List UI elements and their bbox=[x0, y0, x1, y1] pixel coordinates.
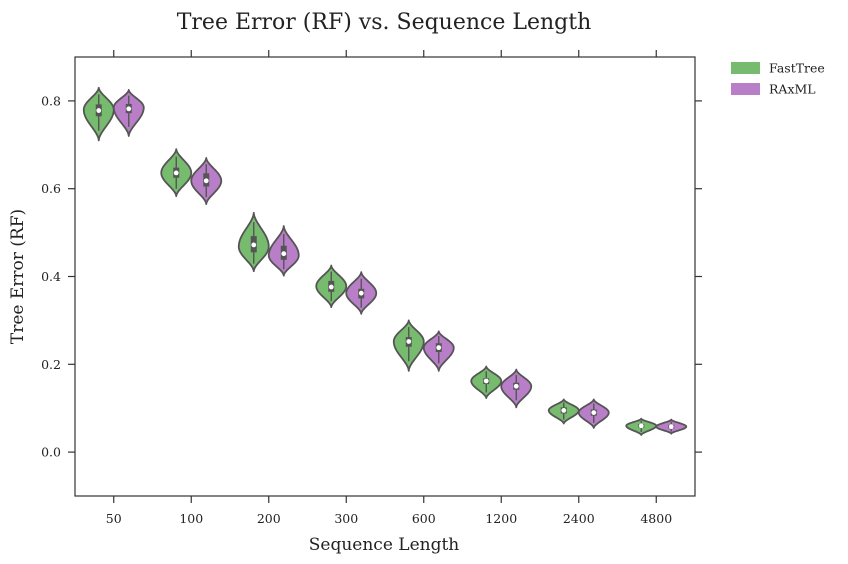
median-point-raxml-200 bbox=[281, 251, 287, 257]
median-point-raxml-100 bbox=[203, 178, 209, 184]
median-point-raxml-300 bbox=[358, 290, 364, 296]
y-tick-label: 0.4 bbox=[41, 269, 61, 284]
x-tick-label: 100 bbox=[179, 511, 203, 526]
y-tick-label: 0.6 bbox=[41, 181, 61, 196]
legend-label-fasttree: FastTree bbox=[769, 61, 825, 76]
y-axis-label: Tree Error (RF) bbox=[8, 209, 28, 344]
x-tick-label: 4800 bbox=[640, 511, 672, 526]
plot-frame bbox=[74, 56, 696, 497]
chart-title: Tree Error (RF) vs. Sequence Length bbox=[177, 10, 592, 35]
median-point-raxml-50 bbox=[126, 106, 132, 112]
median-point-raxml-4800 bbox=[668, 424, 674, 430]
median-point-raxml-600 bbox=[436, 345, 442, 351]
median-point-fasttree-1200 bbox=[483, 378, 489, 384]
median-point-fasttree-200 bbox=[251, 242, 257, 248]
median-point-fasttree-50 bbox=[96, 108, 102, 113]
x-tick-label: 600 bbox=[412, 511, 436, 526]
median-point-fasttree-100 bbox=[173, 170, 179, 176]
legend-label-raxml: RAxML bbox=[769, 82, 816, 97]
x-tick-label: 50 bbox=[106, 511, 122, 526]
axis-ticks: 0.0 0.2 0.4 0.6 0.8 50 100 200 300 600 1200 2400 480… bbox=[41, 50, 702, 526]
legend-swatch-fasttree bbox=[731, 62, 760, 74]
legend: FastTree RAxML bbox=[731, 61, 825, 97]
x-axis-label: Sequence Length bbox=[309, 535, 460, 555]
median-point-raxml-1200 bbox=[513, 383, 519, 389]
median-point-fasttree-600 bbox=[406, 339, 412, 344]
y-tick-label: 0.8 bbox=[41, 93, 61, 108]
y-tick-label: 0.0 bbox=[41, 445, 61, 460]
y-tick-label: 0.2 bbox=[41, 357, 61, 372]
plot-area bbox=[82, 86, 688, 436]
median-point-fasttree-4800 bbox=[638, 423, 644, 429]
x-tick-label: 2400 bbox=[563, 511, 595, 526]
x-tick-label: 300 bbox=[334, 511, 358, 526]
median-point-fasttree-2400 bbox=[561, 407, 567, 413]
median-point-raxml-2400 bbox=[591, 410, 597, 415]
x-tick-label: 200 bbox=[257, 511, 281, 526]
legend-swatch-raxml bbox=[731, 83, 760, 95]
median-point-fasttree-300 bbox=[328, 284, 334, 290]
x-tick-label: 1200 bbox=[485, 511, 517, 526]
